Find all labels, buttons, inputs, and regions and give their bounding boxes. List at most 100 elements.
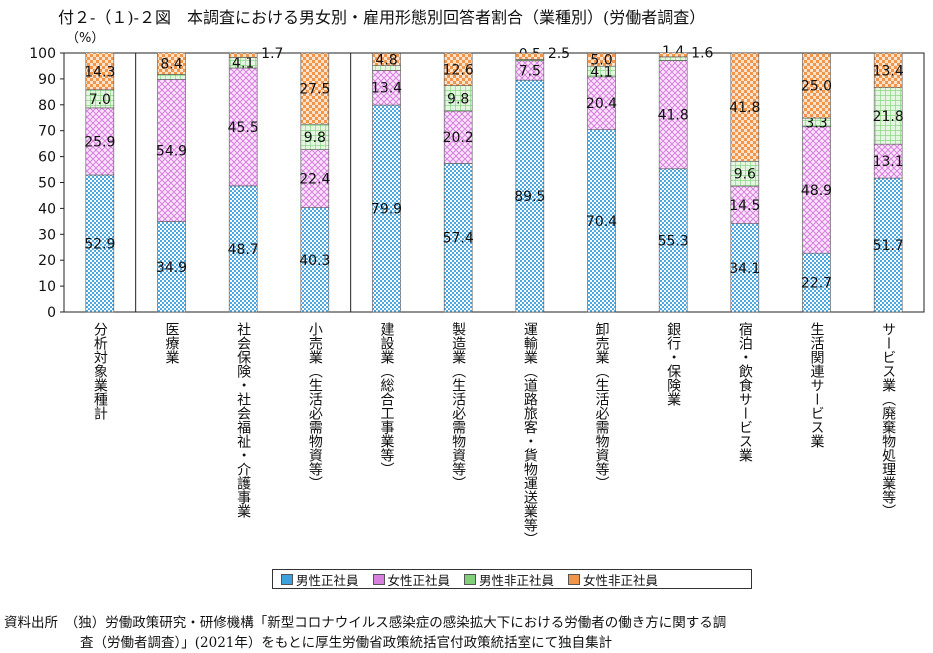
y-tick-label: 10	[38, 279, 56, 295]
data-label: 20.2	[443, 130, 474, 146]
bar-segment	[228, 185, 258, 313]
legend-item: 女性正社員	[372, 570, 451, 589]
category-label: 医療業	[164, 322, 180, 364]
legend-swatch	[372, 573, 385, 585]
bar-segment	[658, 168, 688, 313]
legend-swatch	[281, 573, 293, 585]
data-label: 7.0	[89, 92, 111, 108]
data-label: 21.8	[873, 109, 904, 125]
bar-segment	[372, 104, 401, 313]
bar-segment	[873, 52, 903, 89]
category-label: 卸売業（生活必需物資等）	[594, 322, 610, 490]
category-label: サービス業（廃棄物処理業等）	[880, 322, 896, 518]
data-label: 14.5	[729, 198, 760, 214]
data-label: 3.3	[805, 115, 827, 131]
bar-segment	[300, 149, 330, 208]
category-label: 分析対象業種計	[92, 322, 108, 420]
category-label: 生活関連サービス業	[809, 322, 825, 448]
bar-segment	[873, 177, 903, 313]
y-tick-label: 70	[38, 124, 56, 140]
bar-segment	[515, 52, 545, 60]
data-label: 27.5	[299, 82, 330, 98]
data-label: 57.4	[443, 231, 474, 247]
bar-segment	[443, 85, 473, 112]
bar-segment	[587, 76, 616, 130]
data-label: 41.8	[729, 100, 760, 116]
data-label: 41.8	[658, 108, 689, 124]
category-label: 銀行・保険業	[665, 322, 681, 406]
legend-item: 女性非正社員	[568, 570, 658, 589]
data-label: 5.0	[590, 53, 612, 69]
data-label: 1.4	[662, 44, 684, 60]
legend-label: 女性正社員	[387, 572, 451, 588]
bar-segment	[157, 221, 186, 313]
bar-segment	[228, 52, 258, 58]
data-label: 4.1	[232, 56, 254, 72]
bar-segment	[372, 52, 401, 66]
y-tick-label: 50	[38, 176, 56, 192]
bar-segment	[228, 67, 258, 187]
bar-segment	[802, 52, 831, 119]
y-tick-label: 80	[38, 98, 56, 114]
legend-swatch	[464, 573, 477, 585]
data-label: 34.1	[729, 261, 760, 277]
bar-segment	[515, 79, 545, 313]
legend-label: 男性非正社員	[479, 572, 555, 588]
chart-legend: 男性正社員 女性正社員 男性非正社員 女性非正社員	[272, 569, 752, 589]
legend-label: 女性非正社員	[583, 572, 659, 588]
bar-segment	[658, 52, 688, 58]
bar-segment	[658, 60, 688, 170]
data-label: 34.9	[156, 260, 187, 276]
data-label: 48.7	[228, 242, 259, 258]
category-label: 建設業（総合工事業等）	[379, 322, 395, 476]
plot-frame	[63, 52, 925, 313]
data-label: 22.4	[299, 172, 330, 188]
bar-segment	[443, 52, 473, 86]
y-tick-label: 0	[47, 305, 56, 321]
source-note: 資料出所 （独）労働政策研究・研修機構「新型コロナウイルス感染症の感染拡大下にお…	[4, 613, 929, 653]
data-label: 13.4	[371, 81, 402, 97]
data-label: 13.1	[873, 154, 904, 170]
bar-segment	[157, 79, 186, 222]
data-label: 45.5	[228, 120, 259, 136]
bar-segment	[157, 52, 186, 75]
data-label: 54.9	[156, 144, 187, 160]
data-label: 14.3	[84, 64, 115, 80]
data-label: 9.6	[734, 167, 756, 183]
bar-segment	[300, 52, 330, 125]
data-label: 70.4	[586, 214, 617, 230]
data-label: 20.4	[586, 96, 617, 112]
category-label: 小売業（生活必需物資等）	[307, 322, 323, 490]
data-label: 52.9	[84, 236, 115, 252]
data-label: 48.9	[801, 183, 832, 199]
category-label: 製造業（生活必需物資等）	[450, 322, 466, 490]
data-label: 9.8	[447, 91, 469, 107]
data-label: 12.6	[443, 62, 474, 78]
data-label: 22.7	[801, 276, 832, 292]
bar-segment	[372, 70, 401, 106]
category-label: 宿泊・飲食サービス業	[737, 321, 753, 462]
bar-segment	[300, 207, 330, 313]
bar-segment	[730, 52, 760, 162]
bar-segment	[587, 52, 616, 67]
data-label: 89.5	[514, 189, 545, 205]
bar-segment	[873, 143, 903, 179]
y-tick-label: 40	[38, 201, 56, 217]
data-label: 1.6	[691, 46, 713, 62]
data-label: 55.3	[658, 233, 689, 249]
bar-segment	[730, 160, 760, 187]
y-tick-label: 60	[38, 150, 56, 166]
y-tick-label: 90	[38, 72, 56, 88]
bar-segment	[85, 52, 115, 91]
stacked-bar-chart: 0 10 20 30 40 50 60 70 80 90 100 52.9 25.9 7.0 14.3 分析対…	[29, 44, 925, 546]
bar-segment	[443, 110, 473, 164]
data-label: 7.5	[519, 63, 541, 79]
bar-segment	[443, 163, 473, 313]
data-label: 40.3	[299, 253, 330, 269]
chart-title: 付２-（１)-２図 本調査における男女別・雇用形態別回答者割合（業種別）(労働者…	[58, 8, 706, 27]
legend-label: 男性正社員	[296, 572, 359, 588]
data-label: 13.4	[873, 63, 904, 79]
y-tick-label: 100	[29, 46, 56, 62]
data-label: 9.8	[304, 130, 326, 146]
data-label: 1.7	[261, 46, 283, 62]
